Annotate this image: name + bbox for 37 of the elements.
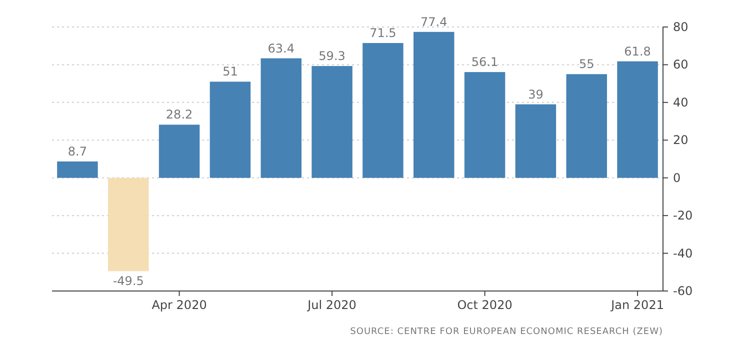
- x-tick-label: Apr 2020: [152, 298, 207, 312]
- bar: [158, 124, 200, 178]
- data-label: 8.7: [68, 144, 88, 158]
- bar: [108, 178, 149, 272]
- bar: [414, 32, 454, 178]
- source-note: SOURCE: CENTRE FOR EUROPEAN ECONOMIC RESEARCH (ZEW): [350, 327, 663, 337]
- bar: [617, 61, 658, 178]
- y-tick-label: 0: [673, 170, 681, 185]
- y-tick-label: 20: [673, 133, 688, 148]
- data-label: 55: [578, 57, 594, 72]
- data-label: 28.2: [166, 108, 193, 122]
- y-tick-label: -40: [673, 246, 693, 260]
- bar: [57, 161, 98, 178]
- data-label: 61.8: [624, 44, 651, 58]
- x-tick-label: Jul 2020: [306, 298, 356, 312]
- data-label: 51: [222, 64, 238, 79]
- data-label: 59.3: [318, 49, 346, 64]
- x-tick-label: Oct 2020: [457, 298, 512, 312]
- bar: [260, 58, 302, 178]
- data-label: -49.5: [112, 274, 144, 288]
- y-tick-label: 60: [673, 58, 688, 72]
- data-label: 71.5: [370, 26, 396, 40]
- bar: [566, 74, 607, 178]
- data-label: 39: [528, 87, 544, 102]
- data-label: 77.4: [420, 14, 448, 29]
- bar: [515, 104, 556, 178]
- y-tick-label: 40: [673, 95, 688, 110]
- y-tick-label: -60: [673, 284, 693, 298]
- x-tick-label: Jan 2021: [610, 298, 664, 312]
- bar: [464, 72, 506, 178]
- data-label: 63.4: [268, 41, 294, 56]
- data-label: 56.1: [471, 55, 498, 70]
- y-tick-label: 80: [673, 20, 688, 34]
- bar: [312, 66, 352, 178]
- y-tick-label: -20: [673, 208, 693, 223]
- bar: [210, 82, 251, 178]
- bar: [362, 43, 404, 178]
